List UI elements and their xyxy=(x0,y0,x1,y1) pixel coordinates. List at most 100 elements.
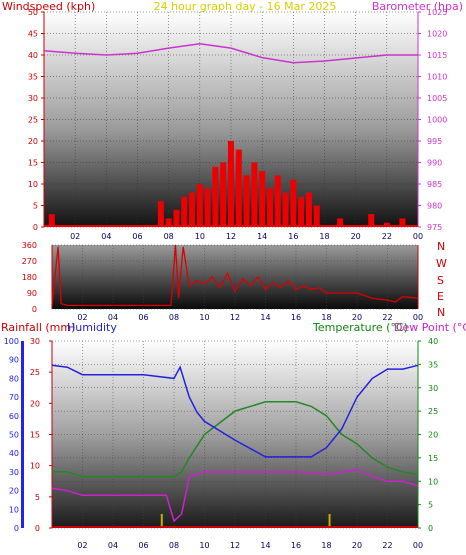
windspeed-bar xyxy=(274,175,281,227)
temperature-tick-label: 10 xyxy=(428,477,438,486)
compass-labels: N W S E N xyxy=(436,240,447,319)
windspeed-bar xyxy=(235,149,242,227)
x-tick-label: 06 xyxy=(132,232,142,241)
wind-panel-x-axis: 02 04 06 08 10 12 14 16 18 20 22 00 xyxy=(70,232,423,241)
windspeed-tick-label: 5 xyxy=(33,202,38,211)
x-tick-label: 18 xyxy=(321,541,331,550)
x-tick-label: 08 xyxy=(164,232,174,241)
temperature-tick-label: 30 xyxy=(428,384,438,393)
x-tick-label: 00 xyxy=(413,313,423,322)
windspeed-bar xyxy=(243,175,250,227)
x-tick-label: 02 xyxy=(77,313,87,322)
windspeed-tick-label: 0 xyxy=(33,223,38,232)
x-tick-label: 20 xyxy=(352,313,362,322)
rainfall-y-axis: 0 5 10 15 20 25 30 xyxy=(30,337,53,533)
chart-title: 24 hour graph day - 16 Mar 2025 xyxy=(154,0,337,13)
rainfall-tick-label: 5 xyxy=(35,493,40,502)
windspeed-tick-label: 20 xyxy=(28,137,38,146)
barometer-tick-label: 1025 xyxy=(427,8,447,17)
x-tick-label: 12 xyxy=(226,232,236,241)
windspeed-bar xyxy=(266,188,273,227)
x-tick-label: 14 xyxy=(260,541,270,550)
windspeed-bar xyxy=(204,188,211,227)
windspeed-bar xyxy=(290,179,297,227)
x-tick-label: 08 xyxy=(169,313,179,322)
windspeed-bar xyxy=(399,218,406,227)
rainfall-tick-label: 15 xyxy=(30,431,40,440)
x-tick-label: 04 xyxy=(108,541,118,550)
x-tick-label: 10 xyxy=(195,232,205,241)
windspeed-tick-label: 50 xyxy=(28,8,38,17)
x-tick-label: 10 xyxy=(199,541,209,550)
windspeed-bar xyxy=(157,201,164,227)
rainfall-tick-label: 10 xyxy=(30,462,40,471)
humidity-tick-label: 30 xyxy=(9,468,19,477)
temperature-tick-label: 35 xyxy=(428,360,438,369)
barometer-line xyxy=(43,43,418,64)
temperature-tick-label: 15 xyxy=(428,454,438,463)
windspeed-tick-label: 30 xyxy=(28,94,38,103)
windspeed-tick-label: 35 xyxy=(28,73,38,82)
temperature-tick-label: 5 xyxy=(428,501,433,510)
windspeed-bar xyxy=(313,205,320,227)
x-tick-label: 16 xyxy=(291,313,301,322)
windspeed-axis-title: Windspeed (kph) xyxy=(2,0,95,13)
rainfall-tick-label: 0 xyxy=(35,524,40,533)
rainfall-tick-label: 30 xyxy=(30,337,40,346)
x-tick-label: 22 xyxy=(382,232,392,241)
compass-label-n-bottom: N xyxy=(437,306,445,319)
barometer-axis-title: Barometer (hpa) xyxy=(372,0,463,13)
humidity-tick-label: 100 xyxy=(4,337,19,346)
windspeed-bar xyxy=(228,141,234,227)
humidity-line xyxy=(51,364,419,458)
direction-line xyxy=(51,244,419,307)
climate-panel-series xyxy=(51,364,419,528)
x-tick-label: 22 xyxy=(382,313,392,322)
humidity-y-axis: 0 10 20 30 40 50 60 70 80 90 100 xyxy=(4,337,24,533)
direction-tick-label: 0 xyxy=(32,305,37,314)
x-tick-label: 14 xyxy=(260,313,270,322)
humidity-tick-label: 50 xyxy=(9,431,19,440)
climate-panel-x-axis: 02 04 06 08 10 12 14 16 18 20 22 00 xyxy=(77,541,423,550)
x-tick-label: 18 xyxy=(321,313,331,322)
windspeed-tick-label: 45 xyxy=(28,30,38,39)
windspeed-bar xyxy=(383,222,390,227)
barometer-tick-label: 985 xyxy=(427,180,442,189)
humidity-tick-label: 90 xyxy=(9,356,19,365)
rainfall-tick-label: 25 xyxy=(30,368,40,377)
x-tick-label: 12 xyxy=(230,313,240,322)
barometer-y-axis: 975 980 985 990 995 1000 1005 1010 1015 1020 1025 xyxy=(417,8,447,232)
barometer-tick-label: 980 xyxy=(427,202,442,211)
humidity-tick-label: 0 xyxy=(14,524,19,533)
temperature-axis-title: Temperature (°C) xyxy=(312,321,408,334)
temperature-tick-label: 25 xyxy=(428,407,438,416)
temperature-tick-label: 20 xyxy=(428,431,438,440)
humidity-tick-label: 40 xyxy=(9,449,19,458)
x-tick-label: 06 xyxy=(138,541,148,550)
compass-label-n-top: N xyxy=(437,240,445,253)
temperature-tick-label: 40 xyxy=(428,337,438,346)
windspeed-bar xyxy=(165,218,172,227)
direction-tick-label: 360 xyxy=(22,241,37,250)
windspeed-tick-label: 15 xyxy=(28,159,38,168)
temperature-line xyxy=(52,401,419,478)
barometer-tick-label: 975 xyxy=(427,223,442,232)
windspeed-bar xyxy=(282,192,289,227)
compass-label-w: W xyxy=(436,257,447,270)
barometer-tick-label: 1010 xyxy=(427,73,447,82)
x-tick-label: 04 xyxy=(108,313,118,322)
x-tick-label: 00 xyxy=(413,541,423,550)
humidity-axis-line xyxy=(21,341,24,528)
x-tick-label: 02 xyxy=(77,541,87,550)
x-tick-label: 16 xyxy=(291,541,301,550)
x-tick-label: 00 xyxy=(413,232,423,241)
temperature-tick-label: 0 xyxy=(428,524,433,533)
windspeed-bar xyxy=(368,214,375,227)
x-tick-label: 08 xyxy=(169,541,179,550)
x-tick-label: 18 xyxy=(319,232,329,241)
temperature-y-axis: 0 5 10 15 20 25 30 35 40 xyxy=(417,337,438,533)
windspeed-bar xyxy=(173,209,180,227)
humidity-tick-label: 20 xyxy=(9,487,19,496)
windspeed-bar xyxy=(48,214,55,227)
x-tick-label: 22 xyxy=(382,541,392,550)
